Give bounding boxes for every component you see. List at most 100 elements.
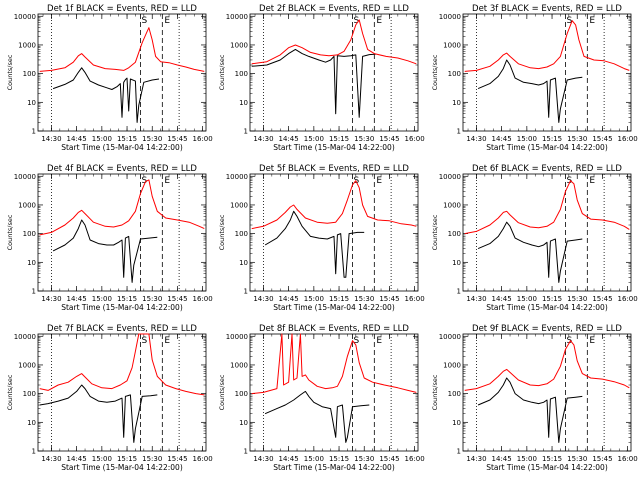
marker-label-E: E bbox=[164, 16, 170, 26]
x-tick-label: 14:30 bbox=[253, 295, 273, 303]
x-axis-label: Start Time (15-Mar-04 14:22:00) bbox=[273, 143, 395, 152]
y-tick-label: 10 bbox=[27, 419, 36, 427]
marker-label-E: E bbox=[376, 16, 382, 26]
y-tick-label: 100 bbox=[23, 230, 36, 238]
chart-panel-5: Det 5f BLACK = Events, RED = LLD 1 10 100 10… bbox=[218, 164, 425, 312]
plot-frame bbox=[462, 333, 632, 452]
x-tick-label: 15:45 bbox=[167, 455, 187, 463]
y-tick-label: 10 bbox=[239, 419, 248, 427]
y-tick-label: 100 bbox=[235, 70, 248, 78]
y-tick-label: 1 bbox=[457, 288, 461, 296]
x-tick-label: 15:30 bbox=[567, 295, 587, 303]
y-tick-label: 10 bbox=[27, 99, 36, 107]
x-tick-label: 15:15 bbox=[117, 455, 137, 463]
series-line-lld bbox=[251, 19, 417, 65]
chart-panel-2: Det 2f BLACK = Events, RED = LLD 1 10 100 10… bbox=[218, 4, 425, 152]
x-tick-label: 15:00 bbox=[304, 135, 324, 143]
x-tick-label: 16:00 bbox=[618, 135, 638, 143]
series-line-events bbox=[264, 390, 370, 443]
y-tick-label: 1000 bbox=[18, 41, 36, 49]
chart-title: Det 5f BLACK = Events, RED = LLD bbox=[259, 164, 409, 174]
series-line-events bbox=[251, 48, 377, 118]
x-tick-label: 15:30 bbox=[142, 455, 162, 463]
x-tick-label: 14:30 bbox=[466, 135, 486, 143]
series-line-lld bbox=[464, 340, 630, 391]
x-tick-label: 15:30 bbox=[142, 295, 162, 303]
x-tick-label: 14:45 bbox=[492, 295, 512, 303]
chart-title: Det 8f BLACK = Events, RED = LLD bbox=[259, 324, 409, 334]
x-tick-label: 14:45 bbox=[67, 455, 87, 463]
x-axis-label: Start Time (15-Mar-04 14:22:00) bbox=[486, 143, 608, 152]
x-tick-label: 15:45 bbox=[167, 135, 187, 143]
x-axis-label: Start Time (15-Mar-04 14:22:00) bbox=[273, 303, 395, 312]
x-tick-label: 15:00 bbox=[517, 295, 537, 303]
y-tick-label: 1000 bbox=[18, 361, 36, 369]
marker-label-S: S bbox=[353, 16, 359, 26]
series-line-lld bbox=[39, 179, 205, 236]
marker-label-S: S bbox=[566, 336, 572, 346]
y-tick-label: 10000 bbox=[226, 173, 248, 181]
y-tick-label: 10 bbox=[239, 99, 248, 107]
x-tick-label: 16:00 bbox=[618, 295, 638, 303]
chart-panel-8: Det 8f BLACK = Events, RED = LLD 1 10 100 10… bbox=[218, 324, 425, 472]
chart-title: Det 2f BLACK = Events, RED = LLD bbox=[259, 4, 409, 14]
x-axis-label: Start Time (15-Mar-04 14:22:00) bbox=[61, 463, 183, 472]
chart-panel-7: Det 7f BLACK = Events, RED = LLD 1 10 100 10… bbox=[6, 324, 213, 472]
x-tick-label: 16:00 bbox=[193, 295, 213, 303]
series-line-lld bbox=[251, 333, 417, 395]
x-tick-label: 15:30 bbox=[354, 455, 374, 463]
y-tick-label: 100 bbox=[235, 390, 248, 398]
x-tick-label: 15:45 bbox=[379, 455, 399, 463]
y-axis-label: Counts/sec bbox=[6, 54, 14, 90]
y-tick-label: 1 bbox=[32, 448, 36, 456]
y-tick-label: 100 bbox=[448, 230, 461, 238]
x-tick-label: 15:45 bbox=[379, 135, 399, 143]
marker-label-S: S bbox=[566, 176, 572, 186]
series-line-lld bbox=[39, 333, 205, 396]
x-tick-label: 14:45 bbox=[492, 455, 512, 463]
y-tick-label: 100 bbox=[23, 70, 36, 78]
y-axis-label: Counts/sec bbox=[431, 214, 439, 250]
plot-frame bbox=[37, 333, 207, 452]
plot-frame bbox=[462, 173, 632, 292]
y-tick-label: 10 bbox=[452, 99, 461, 107]
y-tick-label: 1 bbox=[32, 128, 36, 136]
x-tick-label: 15:15 bbox=[117, 135, 137, 143]
plot-frame bbox=[37, 13, 207, 132]
x-tick-label: 14:45 bbox=[492, 135, 512, 143]
x-tick-label: 14:30 bbox=[41, 455, 61, 463]
x-tick-label: 15:15 bbox=[329, 295, 349, 303]
y-axis-label: Counts/sec bbox=[431, 374, 439, 410]
chart-panel-6: Det 6f BLACK = Events, RED = LLD 1 10 100 10… bbox=[431, 164, 638, 312]
series-line-events bbox=[52, 67, 160, 123]
x-tick-label: 15:45 bbox=[167, 295, 187, 303]
marker-label-S: S bbox=[353, 336, 359, 346]
series-line-lld bbox=[39, 27, 205, 72]
marker-label-S: S bbox=[141, 16, 147, 26]
x-tick-label: 15:15 bbox=[329, 135, 349, 143]
x-tick-label: 14:30 bbox=[41, 135, 61, 143]
series-line-lld bbox=[464, 20, 630, 72]
x-tick-label: 15:45 bbox=[592, 455, 612, 463]
x-tick-label: 14:45 bbox=[279, 135, 299, 143]
x-tick-label: 14:30 bbox=[466, 455, 486, 463]
x-tick-label: 15:00 bbox=[92, 295, 112, 303]
marker-label-E: E bbox=[589, 16, 595, 26]
y-axis-label: Counts/sec bbox=[218, 54, 226, 90]
y-tick-label: 10 bbox=[239, 259, 248, 267]
y-tick-label: 1 bbox=[244, 448, 248, 456]
y-tick-label: 1 bbox=[244, 128, 248, 136]
series-line-lld bbox=[251, 180, 417, 230]
x-tick-label: 15:45 bbox=[592, 135, 612, 143]
y-tick-label: 10000 bbox=[439, 333, 461, 341]
y-tick-label: 10000 bbox=[226, 13, 248, 21]
plot-frame bbox=[249, 13, 419, 132]
x-tick-label: 15:00 bbox=[92, 455, 112, 463]
y-axis-label: Counts/sec bbox=[218, 374, 226, 410]
x-tick-label: 15:15 bbox=[542, 135, 562, 143]
x-axis-label: Start Time (15-Mar-04 14:22:00) bbox=[486, 303, 608, 312]
x-axis-label: Start Time (15-Mar-04 14:22:00) bbox=[486, 463, 608, 472]
marker-label-E: E bbox=[589, 176, 595, 186]
chart-title: Det 1f BLACK = Events, RED = LLD bbox=[47, 4, 197, 14]
y-tick-label: 100 bbox=[448, 390, 461, 398]
